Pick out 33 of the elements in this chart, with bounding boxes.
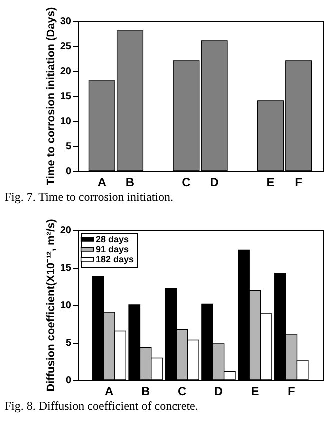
y-tick-label: 30: [60, 16, 72, 28]
y-tick-label: 10: [60, 116, 72, 128]
y-tick-label: 20: [60, 226, 72, 236]
x-tick-label: F: [295, 176, 303, 190]
bar: [173, 60, 200, 172]
y-axis-title: Diffusion coefficient(X10⁻¹², m²/s): [45, 218, 58, 392]
legend-label: 182 days: [96, 254, 134, 264]
x-tick-label: D: [214, 384, 224, 398]
x-tick-label: F: [288, 384, 296, 398]
y-tick-label: 15: [60, 263, 72, 274]
x-tick-label: A: [98, 176, 107, 190]
y-tick-label: 20: [60, 66, 72, 78]
y-tick-label: 10: [60, 300, 72, 312]
x-tick-label: B: [141, 384, 150, 398]
y-tick-label: 0: [66, 376, 72, 386]
y-tick-label: 5: [66, 142, 72, 152]
bar: [201, 40, 228, 172]
y-tick-label: 5: [66, 338, 72, 349]
x-tick-label: B: [126, 176, 135, 190]
x-tick-label: C: [178, 384, 187, 398]
caption: Fig. 7. Time to corrosion initiation.: [4, 190, 174, 204]
y-tick-label: 25: [60, 42, 72, 52]
x-tick-label: D: [210, 176, 220, 190]
x-tick-label: A: [105, 384, 114, 398]
y-tick-label: 15: [60, 92, 72, 102]
y-tick-label: 0: [66, 166, 72, 178]
x-tick-label: E: [266, 176, 275, 190]
x-tick-label: C: [182, 176, 192, 190]
caption: Fig. 8. Diffusion coefficient of concrete.: [4, 399, 198, 413]
x-tick-label: E: [251, 384, 260, 398]
y-axis-title: Time to corrosion initiation (Days): [45, 7, 58, 186]
legend-label: 28 days: [96, 234, 130, 244]
legend-label: 91 days: [96, 244, 130, 254]
